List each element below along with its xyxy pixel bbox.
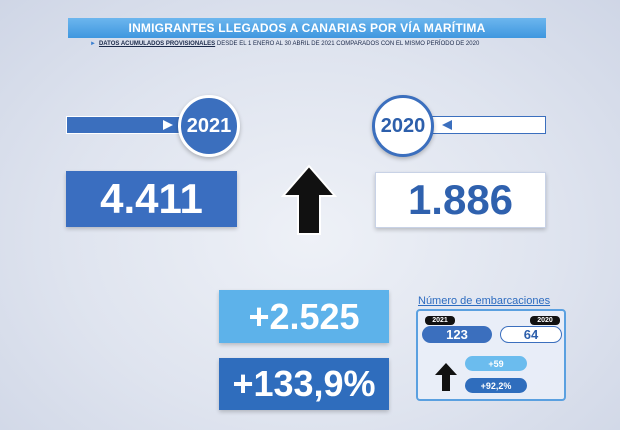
title: INMIGRANTES LLEGADOS A CANARIAS POR VÍA … bbox=[68, 18, 546, 38]
boats-difference: +59 bbox=[465, 356, 527, 371]
subtitle-text: DESDE EL 1 ENERO AL 30 ABRIL DE 2021 COM… bbox=[216, 41, 480, 47]
year-bar bbox=[425, 116, 546, 134]
value-box: 1.886 bbox=[375, 172, 546, 228]
up-arrow bbox=[280, 164, 338, 235]
year-tag: 2020 bbox=[530, 316, 560, 325]
up-arrow bbox=[435, 363, 457, 391]
boats-value: 64 bbox=[500, 326, 562, 343]
percent-box: +133,9% bbox=[219, 358, 389, 410]
year-badge: 2021 bbox=[178, 95, 240, 157]
year-badge: 2020 bbox=[372, 95, 434, 157]
boats-percent: +92,2% bbox=[465, 378, 527, 393]
value-box: 4.411 bbox=[66, 171, 237, 227]
difference-box: +2.525 bbox=[219, 290, 389, 343]
boats-title: Número de embarcaciones bbox=[418, 295, 551, 307]
subtitle-lead: DATOS ACUMULADOS PROVISIONALES bbox=[98, 41, 216, 47]
bullet: ► bbox=[90, 41, 96, 47]
year-tag: 2021 bbox=[425, 316, 455, 325]
arrow-icon bbox=[442, 120, 452, 130]
year-bar bbox=[66, 116, 188, 134]
subtitle: ► DATOS ACUMULADOS PROVISIONALES DESDE EL… bbox=[90, 41, 560, 47]
boats-value: 123 bbox=[422, 326, 492, 343]
arrow-icon bbox=[163, 120, 173, 130]
